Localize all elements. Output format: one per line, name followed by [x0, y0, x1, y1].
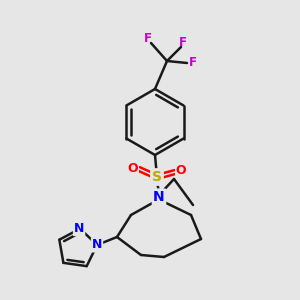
- Text: O: O: [176, 164, 186, 178]
- Text: S: S: [152, 170, 162, 184]
- Text: N: N: [92, 238, 102, 251]
- Text: O: O: [176, 164, 186, 178]
- Text: N: N: [153, 190, 165, 204]
- Text: N: N: [74, 222, 84, 235]
- Text: O: O: [128, 161, 138, 175]
- Text: F: F: [189, 56, 197, 70]
- Text: N: N: [153, 190, 165, 204]
- Text: F: F: [144, 32, 152, 46]
- Text: S: S: [152, 170, 162, 184]
- Text: F: F: [179, 37, 187, 50]
- Text: O: O: [128, 161, 138, 175]
